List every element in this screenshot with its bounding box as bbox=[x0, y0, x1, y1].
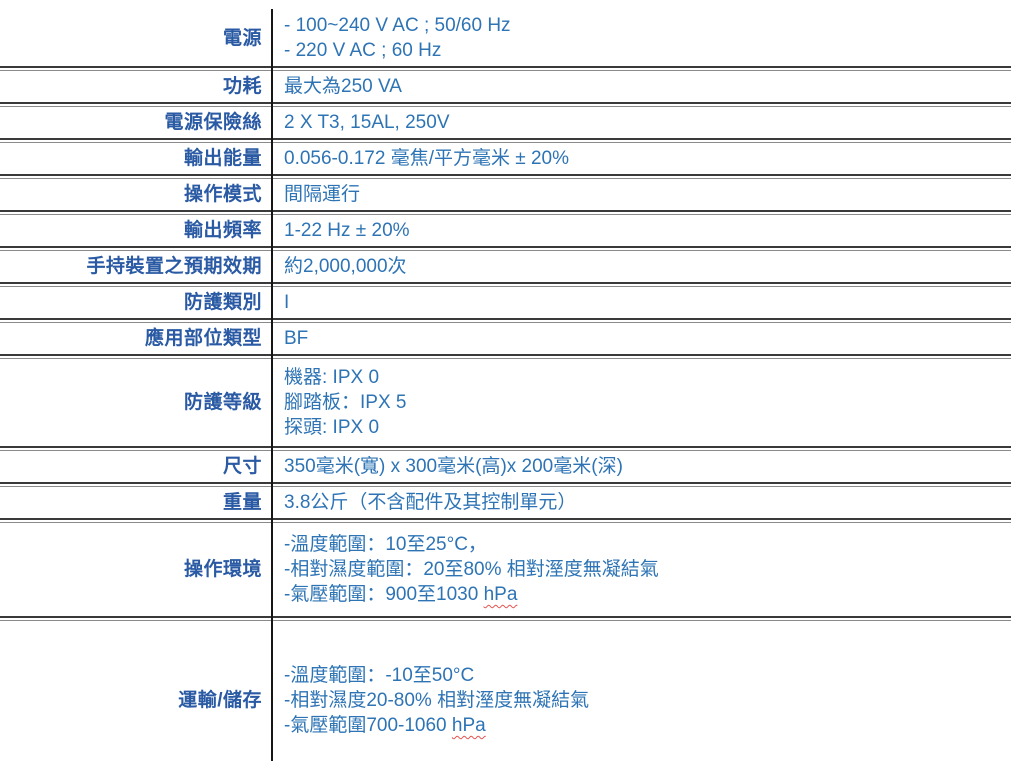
spec-value-line: 機器: IPX 0 bbox=[284, 365, 1001, 390]
value-text: 0.056-0.172 毫焦/平方毫米 ± 20% bbox=[284, 148, 569, 169]
spec-label: 重量 bbox=[0, 486, 272, 520]
spec-label: 手持裝置之預期效期 bbox=[0, 250, 272, 284]
value-text: 探頭: IPX 0 bbox=[284, 417, 380, 438]
table-row: 操作環境 -溫度範圍：10至25°C， -相對濕度範圍：20至80% 相對溼度無凝… bbox=[0, 522, 1011, 618]
spec-value-line: -溫度範圍：-10至50°C bbox=[284, 663, 1001, 688]
spec-value: BF bbox=[272, 322, 1011, 356]
spec-label: 應用部位類型 bbox=[0, 322, 272, 356]
value-text: 3.8公斤（不含配件及其控制單元） bbox=[284, 492, 577, 513]
spec-value-line: 350毫米(寬) x 300毫米(高)x 200毫米(深) bbox=[284, 454, 1001, 479]
spec-label: 尺寸 bbox=[0, 450, 272, 484]
spellcheck-flagged-text: hPa bbox=[483, 584, 518, 605]
spec-value: 間隔運行 bbox=[272, 178, 1011, 212]
value-text: -溫度範圍：-10至50°C bbox=[284, 665, 475, 686]
spec-value-line: -溫度範圍：10至25°C， bbox=[284, 532, 1001, 557]
value-text: 腳踏板：IPX 5 bbox=[284, 392, 407, 413]
value-text: -氣壓範圍700-1060 bbox=[284, 715, 452, 736]
table-row: 操作模式 間隔運行 bbox=[0, 178, 1011, 212]
table-row: 電源 - 100~240 V AC ; 50/60 Hz - 220 V AC ;… bbox=[0, 10, 1011, 68]
spec-table: 電源 - 100~240 V AC ; 50/60 Hz - 220 V AC ;… bbox=[0, 8, 1011, 761]
value-text: I bbox=[284, 292, 290, 313]
spec-value: 0.056-0.172 毫焦/平方毫米 ± 20% bbox=[272, 142, 1011, 176]
table-row: 尺寸 350毫米(寬) x 300毫米(高)x 200毫米(深) bbox=[0, 450, 1011, 484]
table-row: 輸出頻率 1-22 Hz ± 20% bbox=[0, 214, 1011, 248]
table-row: 防護等級 機器: IPX 0 腳踏板：IPX 5 探頭: IPX 0 bbox=[0, 358, 1011, 448]
table-row: 手持裝置之預期效期 約2,000,000次 bbox=[0, 250, 1011, 284]
value-text: 350毫米(寬) x 300毫米(高)x 200毫米(深) bbox=[284, 456, 623, 477]
spec-value: 最大為250 VA bbox=[272, 70, 1011, 104]
spec-label: 電源保險絲 bbox=[0, 106, 272, 140]
table-row: 防護類別 I bbox=[0, 286, 1011, 320]
spec-value-line: 0.056-0.172 毫焦/平方毫米 ± 20% bbox=[284, 146, 1001, 171]
spec-value-line: BF bbox=[284, 326, 1001, 351]
spec-value-line: -相對濕度20-80% 相對溼度無凝結氣 bbox=[284, 688, 1001, 713]
value-text: -溫度範圍：10至25°C， bbox=[284, 534, 487, 555]
value-text: 間隔運行 bbox=[284, 184, 361, 205]
spec-label: 電源 bbox=[0, 10, 272, 68]
table-row: 電源保險絲 2 X T3, 15AL, 250V bbox=[0, 106, 1011, 140]
spec-value-line: -相對濕度範圍：20至80% 相對溼度無凝結氣 bbox=[284, 557, 1001, 582]
spec-label: 防護等級 bbox=[0, 358, 272, 448]
spec-value: - 100~240 V AC ; 50/60 Hz - 220 V AC ; 60… bbox=[272, 10, 1011, 68]
value-text: -氣壓範圍：900至1030 bbox=[284, 584, 484, 605]
spec-value-line: I bbox=[284, 290, 1001, 315]
spec-label: 輸出能量 bbox=[0, 142, 272, 176]
value-text: 機器: IPX 0 bbox=[284, 367, 380, 388]
spec-value-line: 探頭: IPX 0 bbox=[284, 415, 1001, 440]
spec-value: -溫度範圍：-10至50°C -相對濕度20-80% 相對溼度無凝結氣 -氣壓範圍7… bbox=[272, 620, 1011, 761]
spec-value: 機器: IPX 0 腳踏板：IPX 5 探頭: IPX 0 bbox=[272, 358, 1011, 448]
spec-value-line: 3.8公斤（不含配件及其控制單元） bbox=[284, 490, 1001, 515]
spec-value: 2 X T3, 15AL, 250V bbox=[272, 106, 1011, 140]
value-text: - 220 V AC ; 60 Hz bbox=[284, 40, 442, 61]
spec-value-line: - 220 V AC ; 60 Hz bbox=[284, 38, 1001, 63]
value-text: 約2,000,000次 bbox=[284, 256, 407, 277]
value-text: 1-22 Hz ± 20% bbox=[284, 220, 410, 241]
spec-label: 運輸/儲存 bbox=[0, 620, 272, 761]
table-row: 運輸/儲存 -溫度範圍：-10至50°C -相對濕度20-80% 相對溼度無凝結氣… bbox=[0, 620, 1011, 761]
spec-table-body: 電源 - 100~240 V AC ; 50/60 Hz - 220 V AC ;… bbox=[0, 10, 1011, 761]
spec-value-line: -氣壓範圍700-1060 hPa bbox=[284, 713, 1001, 738]
spec-label: 操作環境 bbox=[0, 522, 272, 618]
spellcheck-flagged-text: hPa bbox=[451, 715, 486, 736]
spec-value-line: 1-22 Hz ± 20% bbox=[284, 218, 1001, 243]
spec-value: 約2,000,000次 bbox=[272, 250, 1011, 284]
spec-value-line: 約2,000,000次 bbox=[284, 254, 1001, 279]
spec-label: 輸出頻率 bbox=[0, 214, 272, 248]
spec-value-line: 腳踏板：IPX 5 bbox=[284, 390, 1001, 415]
column-divider-line bbox=[271, 9, 273, 761]
value-text: BF bbox=[284, 328, 309, 349]
spec-value-line: 間隔運行 bbox=[284, 182, 1001, 207]
value-text: 最大為250 VA bbox=[284, 76, 402, 97]
spec-label: 功耗 bbox=[0, 70, 272, 104]
table-row: 功耗 最大為250 VA bbox=[0, 70, 1011, 104]
table-row: 輸出能量 0.056-0.172 毫焦/平方毫米 ± 20% bbox=[0, 142, 1011, 176]
spec-value-line: -氣壓範圍：900至1030 hPa bbox=[284, 582, 1001, 607]
spec-label: 操作模式 bbox=[0, 178, 272, 212]
value-text: -相對濕度範圍：20至80% 相對溼度無凝結氣 bbox=[284, 559, 659, 580]
spec-value-line: - 100~240 V AC ; 50/60 Hz bbox=[284, 13, 1001, 38]
spec-value: 1-22 Hz ± 20% bbox=[272, 214, 1011, 248]
value-text: - 100~240 V AC ; 50/60 Hz bbox=[284, 15, 511, 36]
spec-value-line: 最大為250 VA bbox=[284, 74, 1001, 99]
value-text: -相對濕度20-80% 相對溼度無凝結氣 bbox=[284, 690, 590, 711]
spec-value: -溫度範圍：10至25°C， -相對濕度範圍：20至80% 相對溼度無凝結氣 -氣壓… bbox=[272, 522, 1011, 618]
value-text: 2 X T3, 15AL, 250V bbox=[284, 112, 450, 133]
spec-value: 350毫米(寬) x 300毫米(高)x 200毫米(深) bbox=[272, 450, 1011, 484]
table-row: 應用部位類型 BF bbox=[0, 322, 1011, 356]
spec-label: 防護類別 bbox=[0, 286, 272, 320]
spec-value-line: 2 X T3, 15AL, 250V bbox=[284, 110, 1001, 135]
spec-value: I bbox=[272, 286, 1011, 320]
spec-value: 3.8公斤（不含配件及其控制單元） bbox=[272, 486, 1011, 520]
table-row: 重量 3.8公斤（不含配件及其控制單元） bbox=[0, 486, 1011, 520]
